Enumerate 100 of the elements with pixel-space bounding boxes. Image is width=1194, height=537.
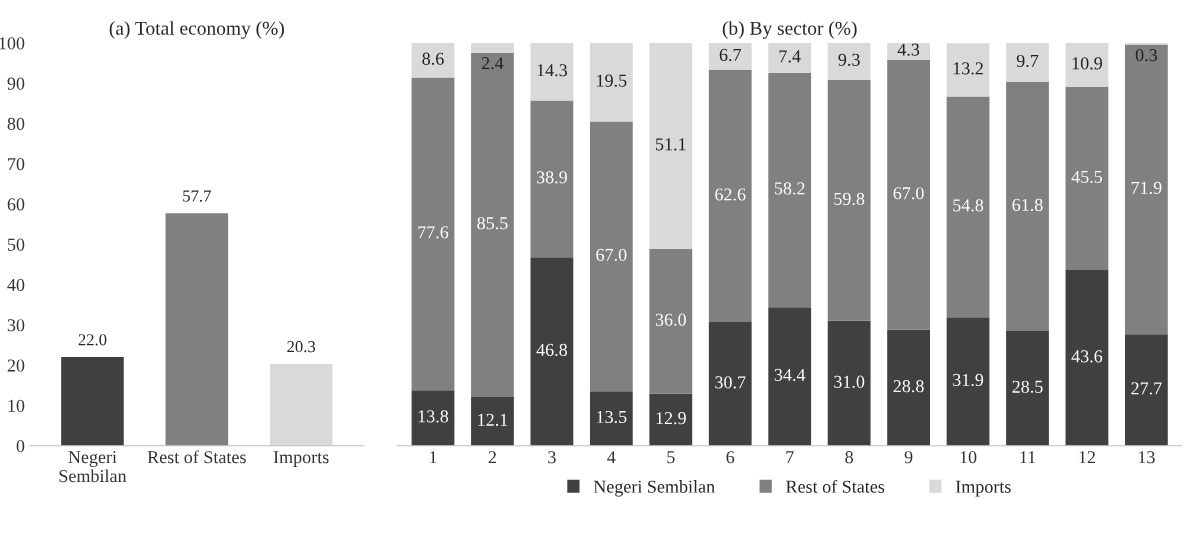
data-label: 27.7 — [1131, 382, 1162, 395]
bar — [887, 329, 930, 446]
x-tick-label: 13 — [1138, 451, 1155, 464]
data-label: 67.0 — [893, 187, 924, 200]
data-label: 2.4 — [481, 57, 504, 70]
bar — [827, 42, 871, 81]
data-label: 57.7 — [183, 190, 211, 202]
bar — [768, 42, 812, 73]
data-label: 36.0 — [655, 313, 686, 326]
x-tick-label: 3 — [548, 451, 556, 464]
bar — [471, 396, 514, 446]
x-tick-label: Imports — [273, 451, 329, 467]
bar — [411, 390, 455, 446]
data-label: 12.9 — [656, 412, 686, 425]
y-tick-label: 30 — [7, 319, 25, 332]
data-label: 13.8 — [418, 410, 449, 423]
bar — [1124, 334, 1168, 446]
data-label: 30.7 — [715, 376, 746, 389]
bar — [946, 43, 990, 97]
data-label: 77.6 — [418, 226, 449, 239]
bar — [589, 42, 633, 122]
y-tick-label: 60 — [7, 198, 25, 211]
y-tick-label: 50 — [7, 238, 25, 251]
bar — [530, 257, 574, 446]
y-tick-label: 80 — [7, 117, 25, 130]
legend-label: Rest of States — [786, 479, 885, 493]
y-tick-label: 70 — [8, 158, 25, 171]
legend-label: Imports — [955, 480, 1011, 497]
bar — [1065, 270, 1109, 446]
data-label: 67.0 — [596, 248, 627, 262]
bar — [471, 52, 514, 397]
bar — [946, 96, 990, 318]
bar — [768, 72, 812, 308]
bar — [589, 121, 633, 392]
bar — [708, 69, 752, 323]
y-tick-label: 0 — [16, 439, 25, 453]
bar — [768, 307, 812, 446]
x-tick-label: 6 — [726, 451, 735, 464]
x-tick-label: 10 — [960, 451, 977, 464]
bar — [411, 42, 455, 78]
data-label: 12.1 — [478, 413, 508, 426]
chart-title: (b) By sector (%) — [722, 21, 857, 39]
data-label: 43.6 — [1071, 350, 1103, 363]
x-tick-label: 8 — [845, 451, 853, 464]
data-label: 61.8 — [1012, 198, 1043, 212]
bar — [411, 77, 455, 391]
bar — [827, 320, 871, 446]
x-tick-label: 11 — [1020, 451, 1036, 464]
data-label: 62.6 — [715, 188, 746, 201]
data-label: 0.3 — [1135, 48, 1157, 62]
bar — [530, 100, 574, 258]
y-tick-label: 40 — [7, 278, 25, 292]
x-tick-label: 9 — [904, 451, 913, 464]
data-label: 28.5 — [1012, 380, 1043, 393]
data-label: 54.8 — [953, 199, 984, 212]
bar — [471, 42, 514, 53]
data-label: 10.9 — [1072, 57, 1102, 70]
bar — [708, 322, 752, 446]
data-label: 13.2 — [953, 62, 983, 75]
y-tick-label: 20 — [7, 359, 25, 372]
bar — [1006, 42, 1049, 83]
bar — [589, 391, 633, 446]
data-label: 6.7 — [719, 48, 742, 62]
bar — [1006, 330, 1049, 446]
x-tick-label: 1 — [430, 451, 437, 464]
data-label: 85.5 — [477, 217, 508, 230]
data-label: 45.5 — [1071, 170, 1103, 184]
data-label: 14.3 — [537, 64, 567, 77]
y-tick-label: 10 — [8, 399, 25, 412]
chart-title: (a) Total economy (%) — [109, 21, 284, 39]
bar — [708, 42, 752, 70]
data-label: 28.8 — [893, 380, 924, 393]
bar — [827, 80, 871, 321]
bar — [61, 357, 124, 446]
data-label: 51.1 — [656, 138, 686, 151]
data-label: 8.6 — [422, 52, 444, 65]
data-label: 9.3 — [838, 53, 860, 66]
x-tick-label: 5 — [667, 451, 675, 464]
legend-label: Negeri Sembilan — [593, 480, 715, 497]
data-label: 9.7 — [1016, 54, 1039, 68]
x-tick-label: 7 — [786, 451, 794, 464]
bar — [530, 42, 574, 101]
bar — [1065, 86, 1109, 271]
x-tick-label: Rest of States — [147, 450, 246, 464]
x-tick-label: Negeri Sembilan — [59, 451, 127, 483]
bar — [1124, 44, 1168, 335]
data-label: 4.3 — [897, 43, 920, 56]
data-label: 31.9 — [953, 373, 984, 387]
data-label: 7.4 — [779, 50, 801, 63]
data-label: 19.5 — [597, 74, 627, 87]
data-label: 22.0 — [78, 334, 107, 346]
data-label: 31.0 — [834, 375, 865, 388]
bar — [649, 42, 693, 249]
x-tick-label: 12 — [1079, 451, 1095, 464]
bar — [887, 42, 930, 60]
data-label: 38.9 — [536, 171, 567, 184]
data-label: 46.8 — [536, 343, 568, 357]
bar — [887, 59, 930, 330]
bar — [649, 248, 693, 394]
data-label: 20.3 — [287, 340, 316, 353]
